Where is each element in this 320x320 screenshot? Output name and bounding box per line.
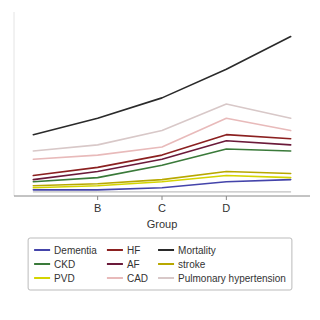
legend-swatch xyxy=(34,277,50,279)
series-line xyxy=(33,104,290,151)
legend: Dementia CKD PVD HF AF CAD Mortality stroke Pulm… xyxy=(28,238,292,290)
plot-area xyxy=(33,37,290,192)
series-line xyxy=(33,171,290,185)
x-tick xyxy=(226,196,227,200)
y-axis-line xyxy=(14,12,15,196)
legend-swatch xyxy=(107,277,123,279)
x-tick-label: D xyxy=(222,202,230,214)
legend-label: Mortality xyxy=(178,245,216,256)
legend-label: AF xyxy=(127,259,140,270)
legend-label: Dementia xyxy=(54,245,97,256)
x-tick-label: C xyxy=(158,202,166,214)
x-axis-label: Group xyxy=(147,218,178,230)
legend-label: stroke xyxy=(178,259,206,270)
legend-label: PVD xyxy=(54,273,75,284)
chart: B C D Group Dementia CKD PVD HF AF CAD Mortality st… xyxy=(0,0,320,320)
series-line xyxy=(33,191,290,192)
legend-swatch xyxy=(158,249,174,251)
legend-swatch xyxy=(158,263,174,265)
legend-swatch xyxy=(158,277,174,279)
series-line xyxy=(33,176,290,188)
legend-frame xyxy=(28,238,292,290)
x-tick xyxy=(162,196,163,200)
legend-swatch xyxy=(107,263,123,265)
series-line xyxy=(33,37,290,135)
legend-label: Pulmonary hypertension xyxy=(178,273,286,284)
legend-swatch xyxy=(34,263,50,265)
legend-label: CKD xyxy=(54,259,75,270)
legend-swatch xyxy=(34,249,50,251)
legend-swatch xyxy=(107,249,123,251)
legend-label: HF xyxy=(127,245,140,256)
x-tick-label: B xyxy=(94,202,101,214)
legend-label: CAD xyxy=(127,273,148,284)
x-tick xyxy=(97,196,98,200)
series-line xyxy=(33,135,290,176)
